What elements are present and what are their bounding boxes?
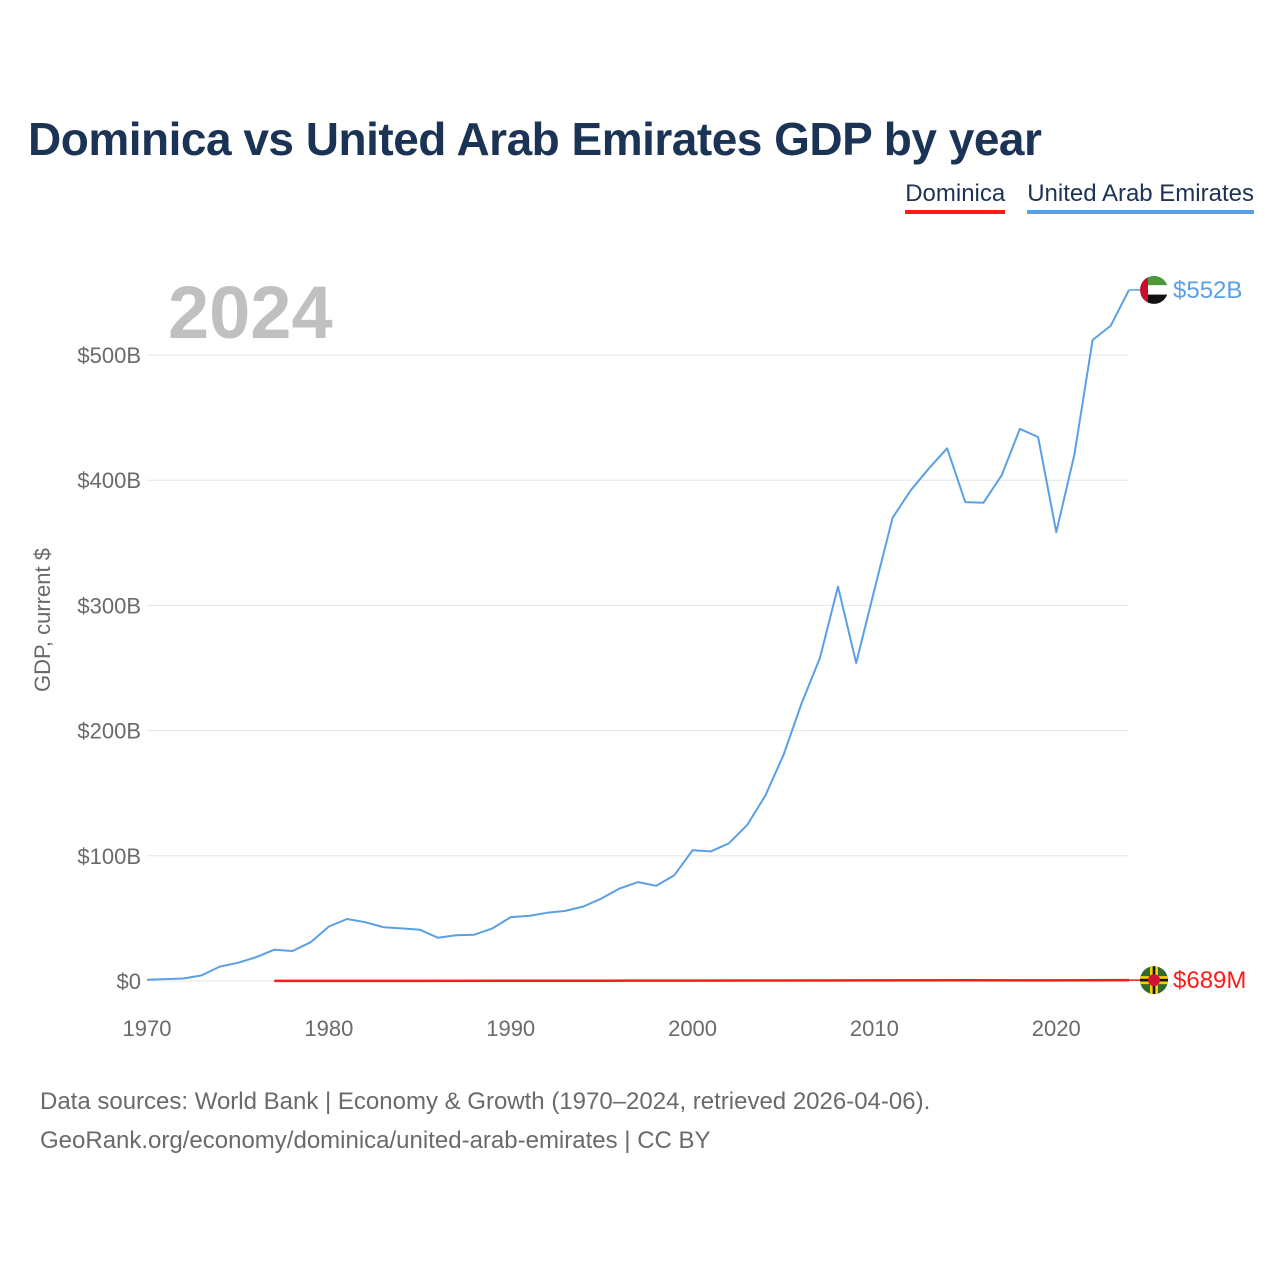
y-tick-label: $200B xyxy=(77,719,141,744)
series-line-dominica xyxy=(274,978,1130,983)
y-tick-label: $100B xyxy=(77,844,141,869)
source-note: Data sources: World Bank | Economy & Gro… xyxy=(40,1082,930,1160)
chart-title: Dominica vs United Arab Emirates GDP by … xyxy=(28,113,1042,165)
x-tick-label: 1970 xyxy=(123,1016,172,1041)
uae-flag-icon xyxy=(1140,275,1168,304)
x-tick-label: 2010 xyxy=(850,1016,899,1041)
end-value-label: $552B xyxy=(1173,277,1242,304)
y-axis-label: GDP, current $ xyxy=(30,548,55,692)
x-tick-label: 2020 xyxy=(1032,1016,1081,1041)
chart-svg: 2024 GDP, current $ $0 $100B $200B $300B $40… xyxy=(30,271,1246,1041)
legend: Dominica United Arab Emirates xyxy=(905,180,1254,214)
dominica-flag-icon xyxy=(1140,966,1168,995)
x-tick-label: 2000 xyxy=(668,1016,717,1041)
source-line-1: Data sources: World Bank | Economy & Gro… xyxy=(40,1088,931,1115)
x-tick-label: 1980 xyxy=(304,1016,353,1041)
y-tick-label: $500B xyxy=(77,343,141,368)
legend-item-dominica[interactable]: Dominica xyxy=(905,180,1006,214)
source-line-2: GeoRank.org/economy/dominica/united-arab… xyxy=(40,1127,711,1154)
x-tick-label: 1990 xyxy=(486,1016,535,1041)
y-tick-label: $300B xyxy=(77,593,141,618)
y-tick-label: $400B xyxy=(77,468,141,493)
end-value-label: $689M xyxy=(1173,967,1246,994)
year-watermark: 2024 xyxy=(168,271,333,354)
y-tick-label: $0 xyxy=(117,969,141,994)
series-line-uae xyxy=(146,289,1130,981)
legend-item-uae[interactable]: United Arab Emirates xyxy=(1027,180,1254,214)
